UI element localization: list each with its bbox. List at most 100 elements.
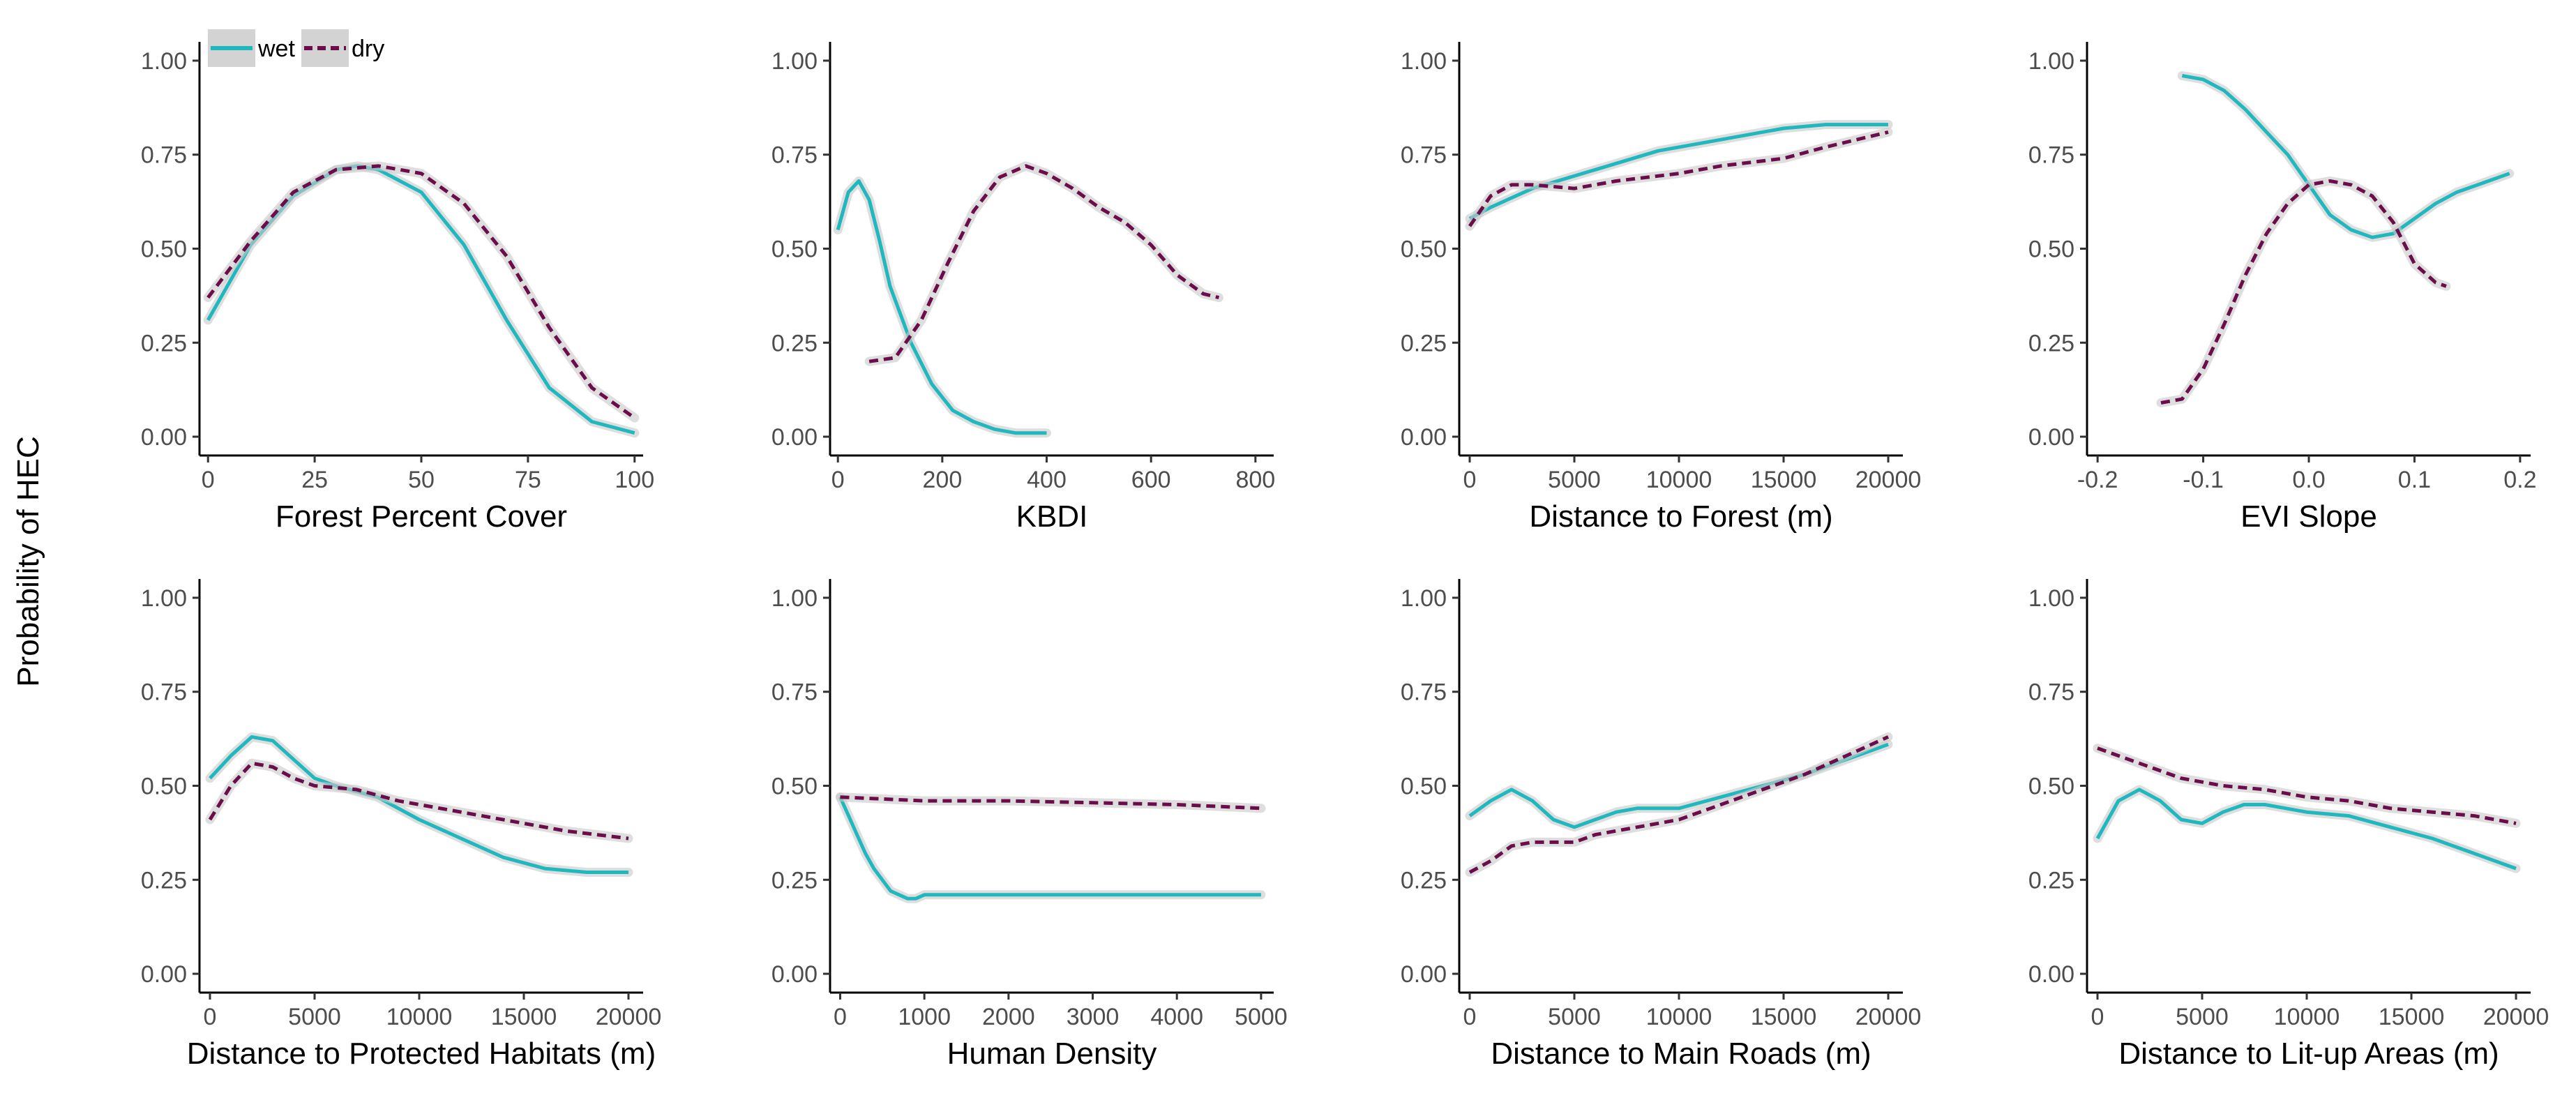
- y-tick-label: 0.00: [1401, 424, 1447, 451]
- y-tick-label: 0.25: [2028, 330, 2074, 356]
- x-tick-label: 15000: [2379, 1004, 2445, 1030]
- x-tick-label: 0: [834, 1004, 847, 1030]
- x-tick-label: 0: [204, 1004, 217, 1030]
- y-tick-label: 0.50: [2028, 236, 2074, 263]
- series-dry-line: [1468, 130, 1889, 227]
- x-tick-label: 0: [202, 467, 215, 493]
- legend-key-wet: [208, 29, 255, 67]
- x-tick-label: 5000: [288, 1004, 341, 1030]
- x-tick-label: 200: [923, 467, 963, 493]
- series-wet-line: [2095, 788, 2517, 871]
- y-tick-label: 0.25: [141, 867, 187, 894]
- x-tick-label: 100: [615, 467, 654, 493]
- x-axis-title: Distance to Forest (m): [1529, 499, 1832, 534]
- x-axis-title: Forest Percent Cover: [276, 499, 567, 534]
- x-tick-label: 800: [1235, 467, 1275, 493]
- y-tick-label: 1.00: [1401, 48, 1447, 75]
- y-tick-label: 0.00: [2028, 424, 2074, 451]
- y-tick-label: 0.00: [771, 961, 818, 988]
- y-tick-label: 0.25: [1401, 330, 1447, 356]
- y-tick-label: 1.00: [1401, 585, 1447, 612]
- x-tick-label: 15000: [1751, 1004, 1817, 1030]
- x-tick-label: 10000: [386, 1004, 453, 1030]
- x-tick-label: 1000: [898, 1004, 951, 1030]
- legend-key-dry: [301, 29, 349, 67]
- x-tick-label: 15000: [1751, 467, 1817, 493]
- x-tick-label: 20000: [2483, 1004, 2549, 1030]
- y-tick-label: 0.25: [771, 867, 818, 894]
- y-tick-label: 0.75: [771, 679, 818, 706]
- y-tick-label: 0.00: [141, 961, 187, 988]
- x-axis-title: Distance to Main Roads (m): [1491, 1037, 1871, 1071]
- shared-y-axis-label: Probability of HEC: [11, 436, 45, 686]
- x-tick-label: 0: [1463, 467, 1477, 493]
- x-tick-label: 0: [1463, 1004, 1477, 1030]
- x-tick-label: -0.1: [2183, 467, 2224, 493]
- panel-distance-to-lit-up-areas-m: 0.00 0.25 0.50 0.75 1.00 0 5000 10000 15000 20000…: [2028, 579, 2549, 1071]
- y-tick-label: 0.75: [141, 679, 187, 706]
- x-tick-label: 50: [408, 467, 435, 493]
- series-wet-line: [1468, 123, 1888, 220]
- y-tick-label: 0.50: [771, 236, 818, 263]
- y-tick-label: 0.00: [2028, 961, 2074, 988]
- y-tick-label: 0.50: [771, 774, 818, 800]
- y-tick-label: 0.50: [141, 774, 187, 800]
- y-tick-label: 0.25: [771, 330, 818, 356]
- x-tick-label: 10000: [2274, 1004, 2340, 1030]
- y-tick-label: 1.00: [141, 48, 187, 75]
- y-tick-label: 1.00: [2028, 585, 2074, 612]
- series-dry-line: [840, 795, 1262, 811]
- y-tick-label: 0.75: [1401, 142, 1447, 169]
- y-tick-label: 0.75: [771, 142, 818, 169]
- y-tick-label: 0.25: [1401, 867, 1447, 894]
- x-tick-label: 600: [1131, 467, 1171, 493]
- y-tick-label: 0.00: [771, 424, 818, 451]
- panels: 0.00 0.25 0.50 0.75 1.00 0 25 50 75 100 Forest Per…: [141, 42, 2549, 1071]
- x-tick-label: 4000: [1150, 1004, 1203, 1030]
- x-tick-label: 20000: [1855, 467, 1922, 493]
- series-wet-line: [838, 796, 1261, 901]
- y-tick-label: 1.00: [771, 48, 818, 75]
- x-tick-label: 0.2: [2503, 467, 2536, 493]
- x-tick-label: 5000: [2176, 1004, 2229, 1030]
- x-tick-label: 2000: [982, 1004, 1035, 1030]
- panel-distance-to-main-roads-m: 0.00 0.25 0.50 0.75 1.00 0 5000 10000 15000 20000…: [1401, 579, 1921, 1071]
- y-tick-label: 0.50: [1401, 774, 1447, 800]
- legend-label-wet: wet: [257, 36, 295, 62]
- y-tick-label: 0.25: [141, 330, 187, 356]
- legend: wet dry: [208, 29, 384, 67]
- x-tick-label: -0.2: [2077, 467, 2118, 493]
- y-tick-label: 0.50: [1401, 236, 1447, 263]
- x-tick-label: 20000: [1855, 1004, 1922, 1030]
- panel-distance-to-protected-habitats-m: 0.00 0.25 0.50 0.75 1.00 0 5000 10000 15000 20000…: [141, 579, 661, 1071]
- y-tick-label: 0.75: [2028, 679, 2074, 706]
- panel-forest-percent-cover: 0.00 0.25 0.50 0.75 1.00 0 25 50 75 100 Forest Per…: [141, 42, 654, 534]
- panel-evi-slope: 0.00 0.25 0.50 0.75 1.00 -0.2 -0.1 0.0 0.1 0.2 EVI…: [2028, 42, 2536, 534]
- x-axis-title: EVI Slope: [2240, 499, 2377, 534]
- y-tick-label: 1.00: [771, 585, 818, 612]
- series-wet-line: [836, 179, 1047, 435]
- x-axis-title: Distance to Protected Habitats (m): [187, 1037, 656, 1071]
- x-tick-label: 0: [2091, 1004, 2104, 1030]
- series-dry-line: [208, 761, 629, 841]
- y-tick-label: 0.50: [141, 236, 187, 263]
- x-tick-label: 0: [831, 467, 845, 493]
- y-tick-label: 0.75: [2028, 142, 2074, 169]
- series-dry-line: [2097, 746, 2517, 825]
- series-dry-line: [868, 164, 1219, 363]
- x-axis-title: Distance to Lit-up Areas (m): [2118, 1037, 2499, 1071]
- series-wet-line: [2181, 74, 2510, 239]
- x-tick-label: 10000: [1646, 1004, 1712, 1030]
- x-tick-label: 3000: [1067, 1004, 1120, 1030]
- x-tick-label: 0.1: [2398, 467, 2431, 493]
- x-tick-label: 5000: [1548, 1004, 1601, 1030]
- x-tick-label: 20000: [596, 1004, 662, 1030]
- x-tick-label: 5000: [1235, 1004, 1288, 1030]
- y-tick-label: 1.00: [141, 585, 187, 612]
- x-tick-label: 25: [301, 467, 328, 493]
- x-tick-label: 75: [515, 467, 541, 493]
- y-tick-label: 0.25: [2028, 867, 2074, 894]
- x-axis-title: KBDI: [1016, 499, 1088, 534]
- x-tick-label: 10000: [1646, 467, 1712, 493]
